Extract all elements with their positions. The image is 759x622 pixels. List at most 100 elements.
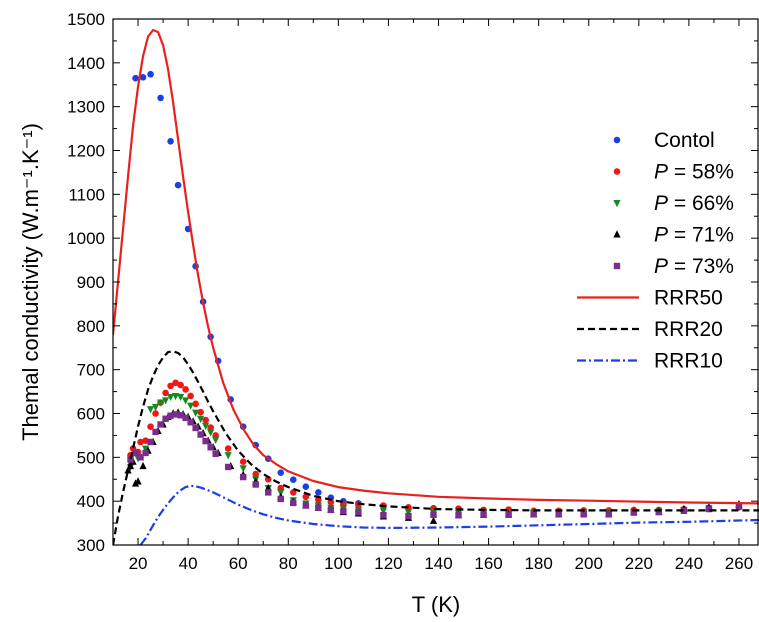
series-rrr10 [139, 484, 759, 545]
data-point [139, 73, 147, 81]
y-tick-label: 1200 [67, 142, 105, 161]
data-point [379, 507, 388, 516]
data-point [555, 511, 562, 518]
data-point [680, 507, 688, 515]
legend-label-value: = 58% [668, 161, 734, 184]
data-point [224, 445, 232, 452]
data-point [429, 516, 438, 524]
data-point [530, 511, 537, 518]
x-tick-label: 260 [725, 554, 753, 573]
data-point [302, 502, 309, 509]
data-point [177, 412, 184, 419]
data-point [655, 508, 663, 516]
data-point [171, 392, 180, 401]
x-tick-label: 60 [229, 554, 248, 573]
data-point [265, 489, 272, 496]
legend-label-value: = 66% [668, 192, 734, 215]
legend-label: P = 71% [654, 224, 734, 247]
data-point [290, 499, 297, 507]
data-point [302, 493, 310, 501]
data-point [302, 483, 310, 491]
data-point [202, 422, 210, 430]
data-point [207, 444, 214, 451]
data-point [157, 421, 164, 428]
legend-label-variable: P [654, 161, 668, 184]
data-point [480, 511, 487, 518]
x-tick-label: 240 [675, 554, 703, 573]
y-tick-label: 700 [77, 361, 105, 380]
data-point [212, 436, 220, 444]
data-point [172, 379, 179, 387]
data-point [315, 504, 322, 511]
legend-label: Contol [654, 129, 715, 152]
data-point [134, 477, 142, 485]
data-point [289, 489, 297, 496]
data-point [162, 415, 169, 422]
x-tick-label: 120 [374, 554, 402, 573]
data-point [142, 437, 149, 444]
data-point [182, 386, 189, 393]
data-point [212, 450, 219, 458]
x-tick-label: 80 [279, 554, 298, 573]
x-tick-label: 40 [179, 554, 198, 573]
data-point [127, 456, 134, 463]
y-tick-label: 1100 [68, 185, 105, 204]
data-point [132, 74, 139, 82]
data-point [147, 438, 154, 446]
legend-label-variable: P [654, 192, 668, 215]
data-point [161, 397, 170, 405]
data-point [166, 393, 175, 402]
x-axis-title: T (K) [412, 592, 460, 617]
data-point [327, 506, 335, 514]
data-point [289, 476, 297, 483]
legend-label: RRR20 [654, 318, 723, 341]
legend-label-variable: P [654, 255, 668, 278]
data-point [252, 481, 259, 488]
y-tick-label: 400 [77, 492, 105, 511]
data-point [192, 400, 199, 408]
data-point [182, 397, 190, 405]
legend-item-rrr50: RRR50 [577, 287, 723, 310]
data-point [192, 424, 199, 432]
legend-item-p-66: P = 66% [613, 192, 734, 215]
series-contol [132, 70, 362, 507]
data-point [202, 416, 209, 424]
data-point [197, 431, 204, 438]
x-tick-label: 20 [129, 554, 148, 573]
data-point [327, 498, 335, 506]
y-tick-label: 600 [77, 405, 105, 424]
plot-frame [112, 18, 759, 546]
data-point [167, 137, 174, 145]
x-tick-label: 140 [424, 554, 452, 573]
legend-marker [613, 230, 621, 238]
series-rrr20 [113, 350, 759, 545]
legend-marker [613, 168, 621, 175]
data-point [197, 408, 204, 416]
legend-item-p-58: P = 58% [613, 161, 734, 184]
data-point [605, 510, 612, 518]
data-point [277, 469, 285, 476]
data-point [151, 403, 160, 412]
axis-layer: 20 40 60 80 100 120 140 160 180 200 220 240 260 300 40… [67, 10, 759, 573]
data-point [167, 382, 174, 390]
data-point [239, 458, 247, 466]
legend-label: P = 66% [654, 192, 734, 215]
series-p-73 [127, 411, 743, 520]
data-point [207, 424, 214, 431]
data-point [182, 414, 189, 422]
data-point [404, 509, 413, 517]
y-tick-label: 900 [77, 273, 105, 292]
legend-marker [613, 200, 621, 208]
data-point [630, 509, 638, 516]
data-point [172, 411, 179, 418]
data-point [187, 419, 194, 426]
data-point [152, 428, 159, 436]
data-point [202, 437, 209, 445]
y-tick-label: 1400 [67, 54, 105, 73]
series-clip-group [113, 28, 759, 545]
y-tick-label: 300 [77, 536, 105, 555]
data-point [315, 489, 322, 496]
data-point [167, 412, 174, 419]
